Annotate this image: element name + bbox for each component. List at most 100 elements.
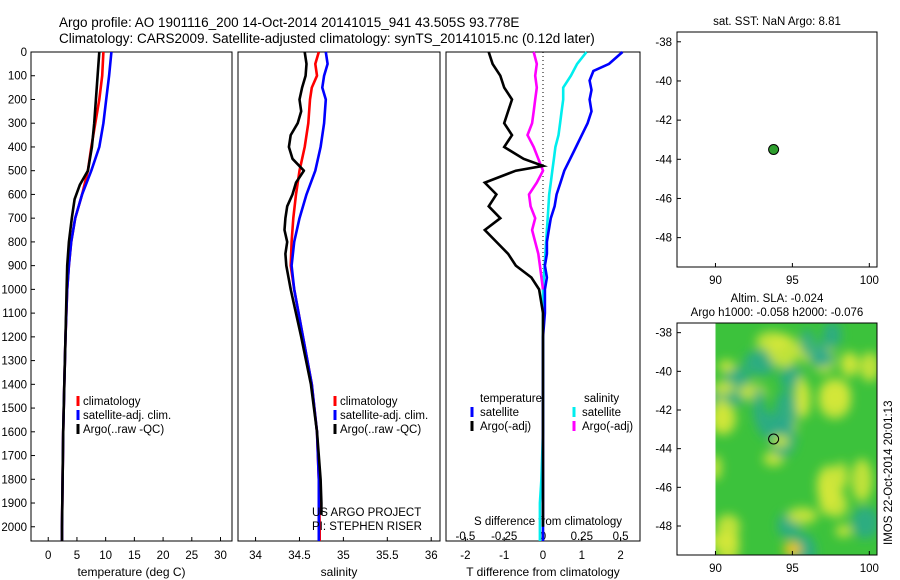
sla-field-blob bbox=[859, 352, 878, 382]
x-tick-label: 34.5 bbox=[288, 550, 310, 562]
series-line-satellite-adj-clim- bbox=[60, 51, 113, 541]
y-tick-label: 1200 bbox=[1, 332, 27, 344]
x-tick-label: 30 bbox=[214, 550, 227, 562]
y-tick-label: -44 bbox=[655, 154, 672, 166]
y-tick-label: -38 bbox=[655, 328, 672, 340]
header-line-2: Climatology: CARS2009. Satellite-adjuste… bbox=[59, 31, 595, 46]
legend-label: satellite-adj. clim. bbox=[340, 410, 428, 422]
y-tick-label: 200 bbox=[8, 94, 27, 106]
sla-field-blob bbox=[835, 524, 852, 538]
x-tick-label: 35.5 bbox=[376, 550, 398, 562]
sla-field-blob bbox=[851, 506, 878, 539]
annotation-pi: PI: STEPHEN RISER bbox=[312, 521, 422, 533]
y-tick-label: -42 bbox=[655, 405, 672, 417]
sla-field-blob bbox=[800, 328, 815, 357]
y-tick-label: -40 bbox=[655, 76, 672, 88]
y-tick-label: 2000 bbox=[1, 522, 27, 534]
legend-group-title: temperature bbox=[480, 393, 542, 405]
legend-group-title: salinity bbox=[584, 393, 619, 405]
series-line-salinity-satellite bbox=[538, 51, 588, 541]
sst-map-panel: 90 95 100 -38 -40 -42 -44 -46 -48 sat. SST: NaN A… bbox=[655, 16, 879, 287]
x-tick-label: 34 bbox=[249, 550, 262, 562]
y-tick-label: 1300 bbox=[1, 356, 27, 368]
sla-field-blob bbox=[767, 334, 800, 368]
y-tick-label: 1100 bbox=[2, 308, 27, 320]
x-tick-label: 90 bbox=[709, 563, 722, 575]
x-tick-label: 95 bbox=[786, 275, 799, 287]
annotation-project: US ARGO PROJECT bbox=[312, 507, 421, 519]
y-tick-label: 800 bbox=[8, 237, 27, 249]
legend-label: satellite-adj. clim. bbox=[83, 410, 171, 422]
y-tick-label: 300 bbox=[8, 118, 27, 130]
sla-field-blob bbox=[752, 386, 765, 427]
sla-field-blob bbox=[851, 458, 873, 502]
y-tick-label: 600 bbox=[8, 189, 27, 201]
legend-label: Argo(-adj) bbox=[480, 421, 531, 433]
float-location-marker bbox=[768, 433, 780, 445]
series-line-temperature-argo-adj- bbox=[482, 51, 548, 527]
x-tick-label: 25 bbox=[185, 550, 198, 562]
x-axis-label: temperature (deg C) bbox=[77, 565, 185, 579]
x-tick-label: 2 bbox=[617, 550, 623, 562]
x-tick-label: 100 bbox=[860, 275, 879, 287]
y-tick-label: 1600 bbox=[1, 427, 27, 439]
temperature-frame bbox=[30, 51, 233, 542]
series-line-argo-raw-qc- bbox=[60, 51, 101, 541]
x-tick-label: 36 bbox=[425, 550, 438, 562]
y-tick-label: -44 bbox=[655, 444, 672, 456]
difference-panel: -2 -1 0 1 2 T difference from climatology S di… bbox=[445, 51, 641, 579]
x-tick-label: -1 bbox=[499, 550, 509, 562]
sla-field-blob bbox=[783, 542, 802, 555]
x-axis-label: salinity bbox=[321, 565, 358, 579]
sst-map-frame bbox=[676, 31, 878, 268]
temperature-panel: 0100200300400500600700800900100011001200… bbox=[1, 47, 233, 579]
sla-subtitle: Argo h1000: -0.058 h2000: -0.076 bbox=[691, 307, 864, 319]
series-line-temperature-satellite bbox=[541, 51, 624, 541]
y-tick-label: 1000 bbox=[1, 284, 27, 296]
float-location-marker bbox=[768, 144, 780, 155]
sla-field-blob bbox=[819, 378, 851, 410]
y-tick-label: 0 bbox=[21, 47, 27, 59]
legend-label: satellite bbox=[480, 407, 519, 419]
x-tick-label: 20 bbox=[157, 550, 170, 562]
x-axis-label: T difference from climatology bbox=[466, 565, 620, 579]
y-tick-label: -46 bbox=[655, 482, 672, 494]
x-tick-label: 35 bbox=[337, 550, 350, 562]
x-tick-label: 0 bbox=[540, 550, 546, 562]
sla-field-blobs bbox=[715, 323, 878, 555]
y-tick-label: -48 bbox=[655, 521, 672, 533]
x-tick-label: 90 bbox=[709, 275, 722, 287]
sla-field-blob bbox=[715, 532, 740, 555]
legend-label: climatology bbox=[340, 396, 398, 408]
salinity-tick-label: 0.25 bbox=[571, 531, 593, 543]
salinity-axis-title: S difference from climatology bbox=[474, 516, 622, 528]
sla-field-blob bbox=[715, 380, 735, 395]
y-tick-label: 100 bbox=[8, 71, 27, 83]
sla-field-blob bbox=[715, 455, 722, 481]
legend-label: climatology bbox=[83, 396, 141, 408]
y-tick-label: -48 bbox=[655, 233, 672, 245]
header-line-1: Argo profile: AO 1901116_200 14-Oct-2014… bbox=[59, 15, 519, 30]
y-tick-label: 400 bbox=[8, 142, 27, 154]
series-line-salinity-argo-adj- bbox=[526, 51, 545, 290]
sla-field-blob bbox=[825, 491, 848, 518]
y-tick-label: 1500 bbox=[1, 403, 27, 415]
side-stamp: IMOS 22-Oct-2014 20:01:13 bbox=[883, 401, 895, 545]
sla-map-panel: 90 95 100 -38 -40 -42 -44 -46 -48 Altim. SLA: -0.… bbox=[655, 293, 879, 575]
x-tick-label: 100 bbox=[860, 563, 879, 575]
x-tick-label: 1 bbox=[579, 550, 585, 562]
sst-title: sat. SST: NaN Argo: 8.81 bbox=[713, 16, 841, 28]
y-tick-label: -42 bbox=[655, 115, 672, 127]
legend-label: Argo(..raw -QC) bbox=[340, 424, 421, 436]
y-tick-label: 900 bbox=[8, 261, 27, 273]
sla-field-blob bbox=[787, 507, 818, 525]
y-tick-label: -40 bbox=[655, 366, 672, 378]
legend-label: Argo(-adj) bbox=[582, 421, 633, 433]
sla-field bbox=[715, 323, 878, 555]
x-tick-label: 10 bbox=[99, 550, 112, 562]
sla-field-blob bbox=[715, 396, 729, 430]
sla-field-blob bbox=[717, 359, 736, 373]
sla-field-blob bbox=[808, 350, 836, 368]
sla-map-frame bbox=[676, 322, 878, 556]
y-tick-label: 1800 bbox=[1, 474, 27, 486]
